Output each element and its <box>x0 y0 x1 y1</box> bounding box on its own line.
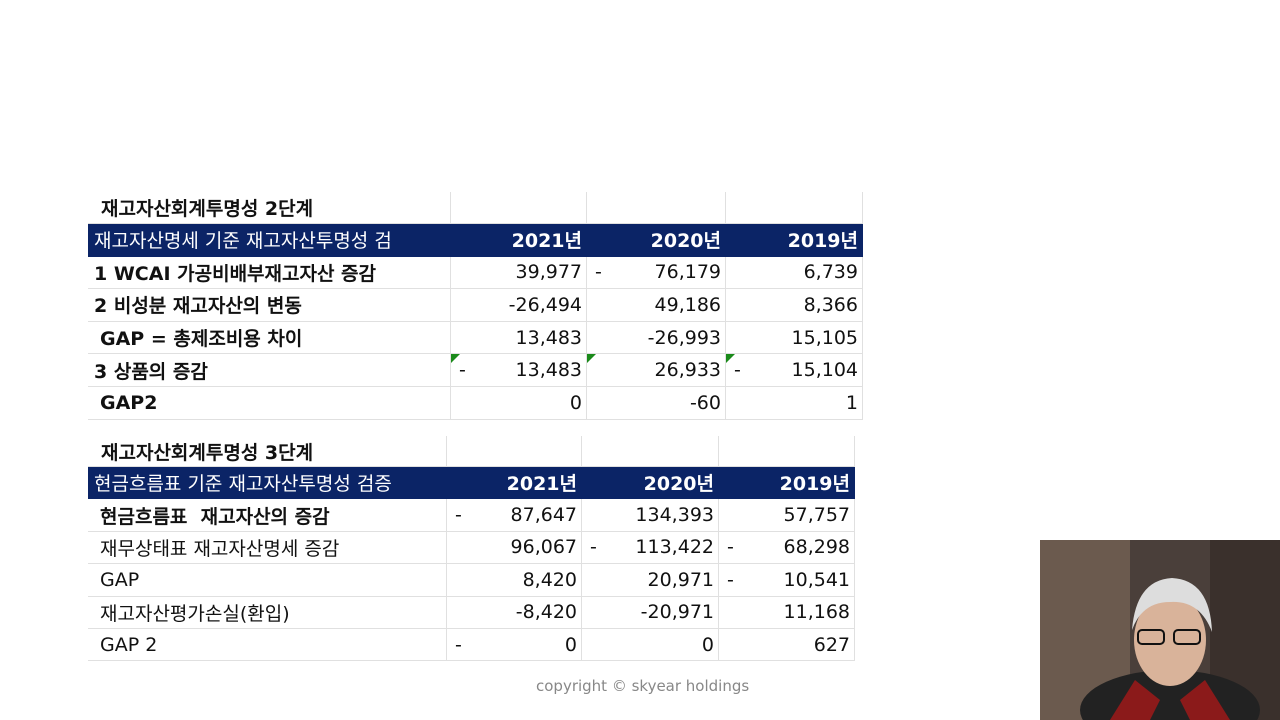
year-header: 2020년 <box>587 224 726 257</box>
row-label: 2 비성분 재고자산의 변동 <box>88 289 451 322</box>
value: 0 <box>564 633 577 656</box>
value-cell: - 68,298 <box>719 531 855 565</box>
empty-cell <box>451 192 587 224</box>
sign: - <box>455 504 462 527</box>
empty-cell <box>719 436 855 467</box>
value-cell: - 10,541 <box>719 564 855 597</box>
value: 10,541 <box>783 568 850 591</box>
value-cell: 6,739 <box>726 256 863 290</box>
value: 113,422 <box>635 536 714 559</box>
value-cell: 8,420 <box>447 564 582 597</box>
value: 87,647 <box>510 504 577 527</box>
value-cell: -26,494 <box>451 289 587 322</box>
sign: - <box>595 261 602 284</box>
empty-cell <box>726 192 863 224</box>
year-header: 2021년 <box>447 467 582 500</box>
table-title: 재고자산회계투명성 2단계 <box>88 192 451 224</box>
value-cell: - 15,104 <box>726 354 863 387</box>
value-cell: 15,105 <box>726 321 863 355</box>
comment-marker <box>726 354 735 364</box>
header-label: 재고자산명세 기준 재고자산투명성 검 <box>88 224 451 257</box>
row-label: 재무상태표 재고자산명세 증감 <box>88 531 447 565</box>
value: 15,104 <box>791 359 858 382</box>
value-cell: 11,168 <box>719 596 855 629</box>
sign: - <box>455 633 462 656</box>
value-cell: - 113,422 <box>582 531 719 565</box>
webcam <box>1040 540 1280 720</box>
row-label: 1 WCAI 가공비배부재고자산 증감 <box>88 256 451 290</box>
year-header: 2021년 <box>451 224 587 257</box>
empty-cell <box>582 436 719 467</box>
value: 68,298 <box>783 536 850 559</box>
value-cell: 26,933 <box>587 354 726 387</box>
value-cell: 20,971 <box>582 564 719 597</box>
value-cell: - 87,647 <box>447 499 582 532</box>
copyright: copyright © skyear holdings <box>536 677 750 695</box>
value-cell: 0 <box>451 387 587 420</box>
table-title: 재고자산회계투명성 3단계 <box>88 436 447 467</box>
value-cell: -0 <box>447 629 582 662</box>
comment-marker <box>451 354 460 364</box>
sign: - <box>459 359 466 382</box>
value-cell: 96,067 <box>447 531 582 565</box>
row-label: 현금흐름표 재고자산의 증감 <box>88 499 447 532</box>
value-cell: 134,393 <box>582 499 719 532</box>
sign: - <box>734 359 741 382</box>
row-label: 3 상품의 증감 <box>88 354 451 387</box>
comment-marker <box>587 354 596 364</box>
value-cell: 57,757 <box>719 499 855 532</box>
year-header: 2019년 <box>719 467 855 500</box>
row-label: 재고자산평가손실(환입) <box>88 596 447 629</box>
row-label: GAP2 <box>88 387 451 420</box>
value-cell: 627 <box>719 629 855 662</box>
value-cell: -8,420 <box>447 596 582 629</box>
value-cell: - 13,483 <box>451 354 587 387</box>
year-header: 2019년 <box>726 224 863 257</box>
row-label: GAP <box>88 564 447 597</box>
empty-cell <box>587 192 726 224</box>
year-header: 2020년 <box>582 467 719 500</box>
value-cell: 49,186 <box>587 289 726 322</box>
value: 76,179 <box>654 261 721 284</box>
value-cell: 1 <box>726 387 863 420</box>
sign: - <box>727 568 734 591</box>
value-cell: 0 <box>582 629 719 662</box>
value-cell: - 76,179 <box>587 256 726 290</box>
value-cell: 8,366 <box>726 289 863 322</box>
row-label: GAP 2 <box>88 629 447 662</box>
value: 13,483 <box>515 359 582 382</box>
value-cell: -26,993 <box>587 321 726 355</box>
value-cell: -60 <box>587 387 726 420</box>
value-cell: 39,977 <box>451 256 587 290</box>
sign: - <box>727 536 734 559</box>
value-cell: 13,483 <box>451 321 587 355</box>
empty-cell <box>447 436 582 467</box>
value-cell: -20,971 <box>582 596 719 629</box>
row-label: GAP = 총제조비용 차이 <box>88 321 451 355</box>
sign: - <box>590 536 597 559</box>
header-label: 현금흐름표 기준 재고자산투명성 검증 <box>88 467 447 500</box>
